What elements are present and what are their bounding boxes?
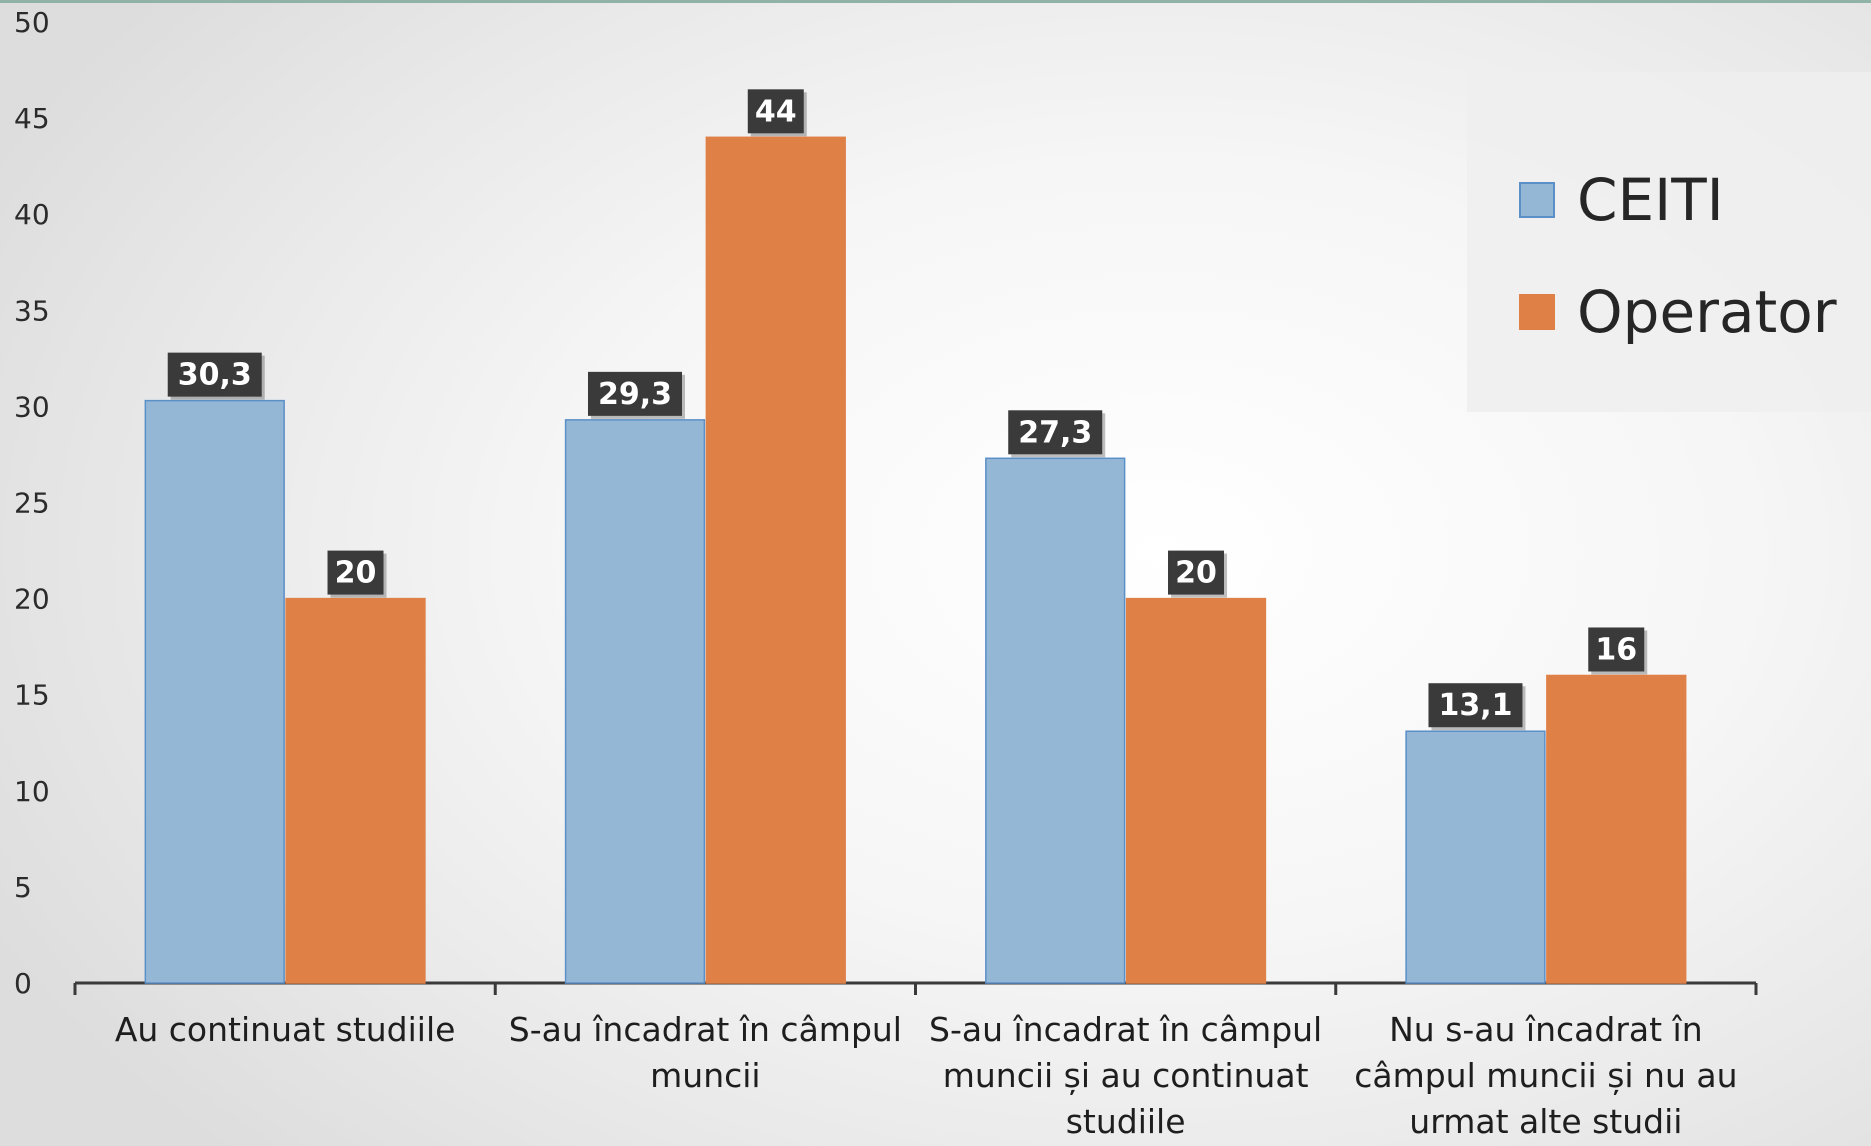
bar-operator: [1546, 674, 1687, 984]
data-label-background: [1168, 550, 1225, 595]
bars: [144, 136, 1687, 984]
y-tick-label: 50: [14, 6, 50, 39]
x-category-label: Au continuat studiile: [115, 1010, 456, 1049]
legend-item-operator: Operator: [1519, 278, 1837, 346]
y-tick-label: 45: [14, 102, 50, 135]
y-tick-label: 40: [14, 198, 50, 231]
x-axis: Au continuat studiile S-au încadrat în câ…: [73, 981, 1758, 1141]
y-tick-label: 5: [14, 871, 32, 904]
legend-label-operator: Operator: [1577, 278, 1837, 346]
data-label-background: [327, 550, 384, 595]
data-label: 13,1: [1438, 688, 1512, 723]
bar-operator: [1125, 597, 1267, 984]
bar-ceiti: [1405, 730, 1546, 984]
x-category-label: S-au încadrat în câmpul muncii: [509, 1010, 902, 1095]
legend-label-ceiti: CEITI: [1577, 166, 1724, 234]
y-tick-label: 0: [14, 967, 32, 1000]
data-label: 20: [335, 556, 377, 591]
data-label: 20: [1175, 556, 1217, 591]
y-tick-label: 10: [14, 775, 50, 808]
x-category-label: Nu s-au încadrat în câmpul muncii și nu a…: [1354, 1010, 1737, 1141]
legend-item-ceiti: CEITI: [1519, 166, 1724, 234]
legend: CEITI Operator: [1467, 72, 1871, 412]
data-label-background: [1428, 683, 1523, 728]
bar-ceiti: [564, 419, 706, 984]
data-label-background: [747, 89, 804, 134]
data-label-background: [587, 371, 682, 416]
bar-operator: [705, 136, 846, 984]
y-tick-label: 15: [14, 679, 50, 712]
y-tick-label: 25: [14, 487, 50, 520]
data-label-background: [1008, 410, 1103, 455]
legend-swatch-ceiti: [1519, 182, 1555, 218]
data-label-background: [1588, 627, 1645, 672]
data-label-background: [167, 352, 262, 397]
y-tick-label: 35: [14, 294, 50, 327]
data-label: 44: [755, 94, 797, 129]
y-axis: 0 5 10 15 20 25 30 35 40 45 50: [14, 6, 50, 1000]
x-category-label: S-au încadrat în câmpul muncii și au cont…: [929, 1010, 1322, 1141]
y-tick-label: 20: [14, 583, 50, 616]
top-border-line: [0, 0, 1871, 3]
bar-ceiti: [985, 457, 1126, 984]
data-labels: 30,3 29,3 27,3 13,1 20 44 20 16: [167, 89, 1648, 731]
data-label: 16: [1595, 632, 1637, 667]
legend-swatch-operator: [1519, 294, 1555, 330]
data-label: 27,3: [1018, 415, 1092, 450]
data-label: 30,3: [178, 358, 252, 393]
bar-ceiti: [144, 399, 285, 984]
data-label: 29,3: [598, 377, 672, 412]
y-tick-label: 30: [14, 390, 50, 423]
bar-operator: [285, 597, 426, 984]
